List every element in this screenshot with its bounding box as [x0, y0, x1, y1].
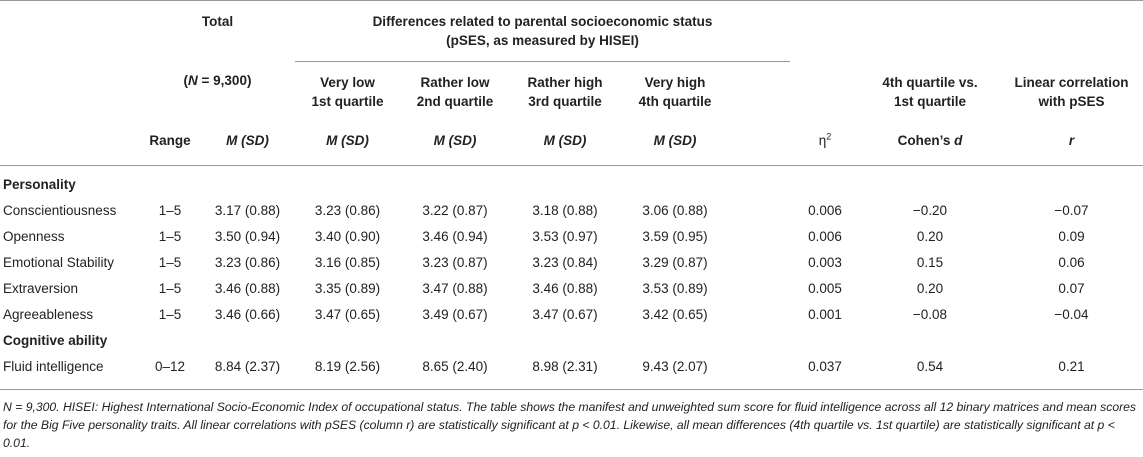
corr-header-line2: with pSES — [1038, 94, 1105, 109]
n-header: (N = 9,300) — [183, 73, 252, 88]
pses-rule — [295, 61, 790, 62]
q2-cell: 3.49 (0.67) — [422, 307, 488, 322]
q3-cell: 8.98 (2.31) — [532, 359, 598, 374]
q2-cell: 3.22 (0.87) — [422, 203, 488, 218]
total-cell: 3.17 (0.88) — [214, 203, 281, 218]
eta-cell: 0.003 — [808, 255, 842, 270]
d-cell: −0.08 — [912, 307, 948, 322]
corr-header-line1: Linear correlation — [1014, 75, 1129, 90]
q1-header-line2: 1st quartile — [311, 94, 384, 109]
header-rule — [0, 165, 1143, 166]
total-cell: 3.23 (0.86) — [214, 255, 281, 270]
eta-subheader: η2 — [818, 131, 832, 148]
q2-msd-subheader: M (SD) — [433, 133, 477, 148]
cohen-header-line1: 4th quartile vs. — [882, 75, 978, 90]
total-header: Total — [201, 14, 234, 29]
cohen-subheader: Cohen’s d — [897, 133, 963, 148]
range-cell: 1–5 — [158, 281, 182, 296]
q3-cell: 3.53 (0.97) — [532, 229, 598, 244]
q4-cell: 9.43 (2.07) — [642, 359, 708, 374]
q3-cell: 3.18 (0.88) — [532, 203, 598, 218]
table-footnote: N = 9,300. HISEI: Highest International … — [3, 400, 1137, 450]
row-label: Conscientiousness — [3, 203, 117, 218]
row-label: Agreeableness — [3, 307, 94, 322]
eta-cell: 0.037 — [808, 359, 842, 374]
q2-header-line2: 2nd quartile — [416, 94, 494, 109]
q2-cell: 3.47 (0.88) — [422, 281, 488, 296]
total-cell: 3.46 (0.88) — [214, 281, 281, 296]
eta-cell: 0.001 — [808, 307, 842, 322]
section-title-personality: Personality — [3, 177, 76, 192]
range-cell: 1–5 — [158, 229, 182, 244]
total-msd-subheader: M (SD) — [226, 133, 269, 148]
q4-cell: 3.06 (0.88) — [642, 203, 708, 218]
q3-header-line1: Rather high — [527, 75, 603, 90]
q3-cell: 3.23 (0.84) — [532, 255, 598, 270]
q1-cell: 3.47 (0.65) — [314, 307, 381, 322]
q2-cell: 8.65 (2.40) — [422, 359, 488, 374]
row-label: Extraversion — [3, 281, 79, 296]
range-cell: 1–5 — [158, 255, 182, 270]
range-cell: 1–5 — [158, 203, 182, 218]
d-cell: 0.15 — [916, 255, 944, 270]
q3-header-line2: 3rd quartile — [528, 94, 602, 109]
r-cell: −0.07 — [1054, 203, 1089, 218]
range-cell: 1–5 — [158, 307, 182, 322]
q3-cell: 3.47 (0.67) — [532, 307, 598, 322]
pses-title-line2: (pSES, as measured by HISEI) — [446, 33, 639, 48]
d-cell: −0.20 — [912, 203, 948, 218]
r-subheader: r — [1068, 133, 1075, 148]
row-label: Openness — [3, 229, 65, 244]
r-cell: 0.07 — [1058, 281, 1085, 296]
q1-cell: 3.40 (0.90) — [314, 229, 381, 244]
d-cell: 0.20 — [916, 281, 944, 296]
total-cell: 8.84 (2.37) — [214, 359, 281, 374]
q1-msd-subheader: M (SD) — [326, 133, 369, 148]
eta-cell: 0.006 — [808, 229, 842, 244]
q2-header-line1: Rather low — [420, 75, 490, 90]
d-cell: 0.20 — [916, 229, 944, 244]
cohen-header-line2: 1st quartile — [893, 94, 967, 109]
bottom-rule — [0, 389, 1143, 390]
total-cell: 3.50 (0.94) — [214, 229, 281, 244]
row-label: Emotional Stability — [3, 255, 115, 270]
range-subheader: Range — [149, 133, 191, 148]
d-cell: 0.54 — [916, 359, 944, 374]
total-cell: 3.46 (0.66) — [214, 307, 281, 322]
q4-cell: 3.42 (0.65) — [642, 307, 708, 322]
q1-cell: 3.35 (0.89) — [314, 281, 381, 296]
q4-cell: 3.29 (0.87) — [642, 255, 708, 270]
q3-msd-subheader: M (SD) — [543, 133, 587, 148]
q4-cell: 3.59 (0.95) — [642, 229, 708, 244]
q1-header-line1: Very low — [320, 75, 375, 90]
eta-cell: 0.005 — [808, 281, 842, 296]
q1-cell: 3.16 (0.85) — [314, 255, 381, 270]
q1-cell: 3.23 (0.86) — [314, 203, 381, 218]
r-cell: −0.04 — [1054, 307, 1089, 322]
r-cell: 0.21 — [1058, 359, 1085, 374]
row-label: Fluid intelligence — [3, 359, 104, 374]
r-cell: 0.09 — [1058, 229, 1085, 244]
q4-msd-subheader: M (SD) — [653, 133, 697, 148]
q4-cell: 3.53 (0.89) — [642, 281, 708, 296]
q3-cell: 3.46 (0.88) — [532, 281, 598, 296]
range-cell: 0–12 — [154, 359, 186, 374]
section-title-cognitive: Cognitive ability — [3, 333, 108, 348]
eta-cell: 0.006 — [808, 203, 842, 218]
q2-cell: 3.23 (0.87) — [422, 255, 488, 270]
q4-header-line2: 4th quartile — [638, 94, 712, 109]
top-rule — [0, 0, 1143, 1]
pses-title-line1: Differences related to parental socioeco… — [372, 14, 713, 29]
r-cell: 0.06 — [1058, 255, 1085, 270]
q1-cell: 8.19 (2.56) — [314, 359, 381, 374]
q2-cell: 3.46 (0.94) — [422, 229, 488, 244]
q4-header-line1: Very high — [644, 75, 706, 90]
